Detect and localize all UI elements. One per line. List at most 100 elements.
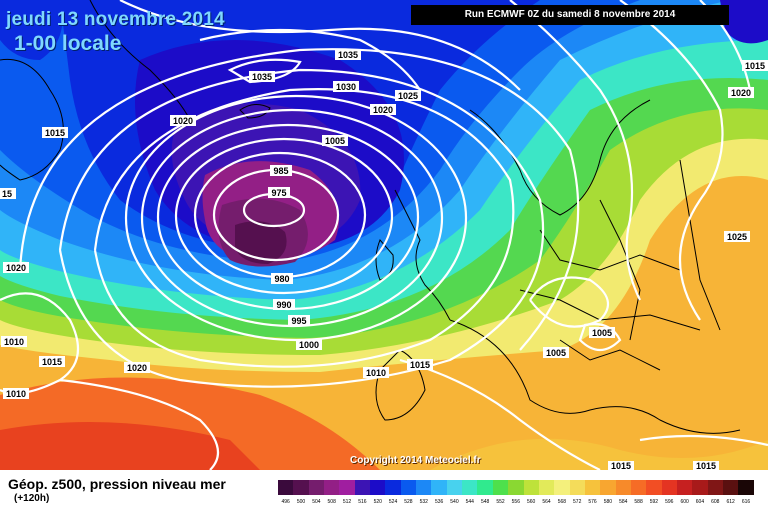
pressure-label: 1025 [395,90,421,101]
pressure-label: 1020 [170,115,196,126]
pressure-label: 1015 [742,60,768,71]
pressure-label: 1010 [1,336,27,347]
legend-swatch [370,480,386,495]
border-1 [539,229,681,271]
pressure-label: 990 [273,299,295,310]
svg-text:1015: 1015 [696,461,716,470]
svg-text:980: 980 [274,274,289,284]
legend-swatch [278,480,294,495]
pressure-label: 1010 [363,367,389,378]
legend-tick-label: 544 [465,499,474,505]
legend-tick-label: 504 [312,499,321,505]
legend-tick-label: 568 [557,499,567,505]
legend-swatch [416,480,432,495]
legend-tick-label: 532 [419,499,428,505]
pressure-label: 1015 [42,127,68,138]
field-north-east [720,0,768,44]
weather-map: 1035 1035 1030 1025 1020 1020 1015 1005 … [0,0,768,470]
pressure-label: 1030 [333,81,359,92]
pressure-label: 1035 [335,49,361,60]
legend-tick-label: 556 [511,499,520,505]
legend-tick-label: 508 [327,499,336,505]
legend-swatch [692,480,708,495]
svg-text:1020: 1020 [173,116,193,126]
svg-text:1015: 1015 [45,128,65,138]
legend-swatch [400,480,417,495]
date-title: jeudi 13 novembre 2014 [6,9,225,30]
legend-tick-label: 496 [281,499,290,505]
color-scale-ticks: 496 500 504 508 512 516 520 524 528 532 536 540 544 5… [278,497,754,507]
legend-swatch [646,480,662,495]
svg-text:1005: 1005 [592,328,612,338]
pressure-label: 1020 [124,362,150,373]
pressure-label: 1025 [724,231,750,242]
isobar-1025 [119,0,521,91]
legend-tick-label: 600 [680,499,689,505]
pressure-label: 1015 [693,461,719,470]
legend-swatch [615,480,631,495]
ireland [375,239,394,281]
map-canvas: 1035 1035 1030 1025 1020 1020 1015 1005 … [0,0,768,470]
legend-tick-label: 552 [496,499,505,505]
isobar-1005-italy [578,322,622,352]
legend-swatch [446,480,463,495]
legend-swatch [584,480,601,495]
svg-text:1030: 1030 [336,82,356,92]
legend-tick-label: 588 [634,499,643,505]
legend-swatch [308,480,325,495]
legend-tick-label: 596 [665,499,674,505]
legend-tick-label: 512 [342,499,352,505]
iceland-coast [239,104,271,119]
legend-tick-label: 612 [726,499,735,505]
svg-text:1015: 1015 [611,461,631,470]
color-scale [278,480,754,495]
isobar-1020-east [619,0,724,321]
field-north-west [0,0,63,60]
legend-swatch [492,480,509,495]
pressure-label: 995 [288,315,310,326]
isobar-990 [174,137,394,295]
pressure-label: 1005 [589,327,615,338]
copyright-text: Copyright 2014 Meteociel.fr [350,455,481,466]
isobar-1010 [93,88,515,368]
pressure-label: 1035 [249,71,275,82]
isobar-1020 [18,48,580,351]
svg-text:1020: 1020 [6,263,26,273]
lead-time-label: (+120h) [14,493,50,504]
legend-swatch [339,480,355,495]
svg-text:1020: 1020 [373,105,393,115]
border-5 [679,159,721,331]
pressure-label: 1015 [608,461,634,470]
svg-text:1025: 1025 [727,232,747,242]
svg-text:1025: 1025 [398,91,418,101]
legend-swatch [324,480,340,495]
pressure-label: 1020 [3,262,29,273]
pressure-label: 1005 [543,347,569,358]
svg-text:1015: 1015 [42,357,62,367]
legend-tick-label: 560 [527,499,536,505]
isobar-1015 [58,68,545,388]
svg-text:985: 985 [273,166,288,176]
legend-swatch [293,480,309,495]
svg-text:1035: 1035 [338,50,358,60]
legend-tick-label: 536 [434,499,444,505]
legend-tick-label: 584 [619,499,628,505]
legend-tick-label: 548 [480,499,490,505]
pressure-label: 980 [271,273,293,284]
svg-text:1015: 1015 [410,360,430,370]
svg-text:1010: 1010 [6,389,26,399]
legend-tick-label: 572 [573,499,582,505]
legend-tick-label: 616 [741,499,751,505]
isobar-1015-south [399,358,601,470]
legend-swatch [600,480,616,495]
field-core [235,221,287,264]
svg-text:1020: 1020 [127,363,147,373]
isobar-1020-south [59,378,220,470]
legend-tick-label: 524 [388,499,398,505]
svg-text:1015: 1015 [745,61,765,71]
svg-text:995: 995 [291,316,306,326]
pressure-label: 1015 [39,356,65,367]
border-4 [599,199,641,341]
svg-text:1010: 1010 [366,368,386,378]
legend-swatch [630,480,647,495]
